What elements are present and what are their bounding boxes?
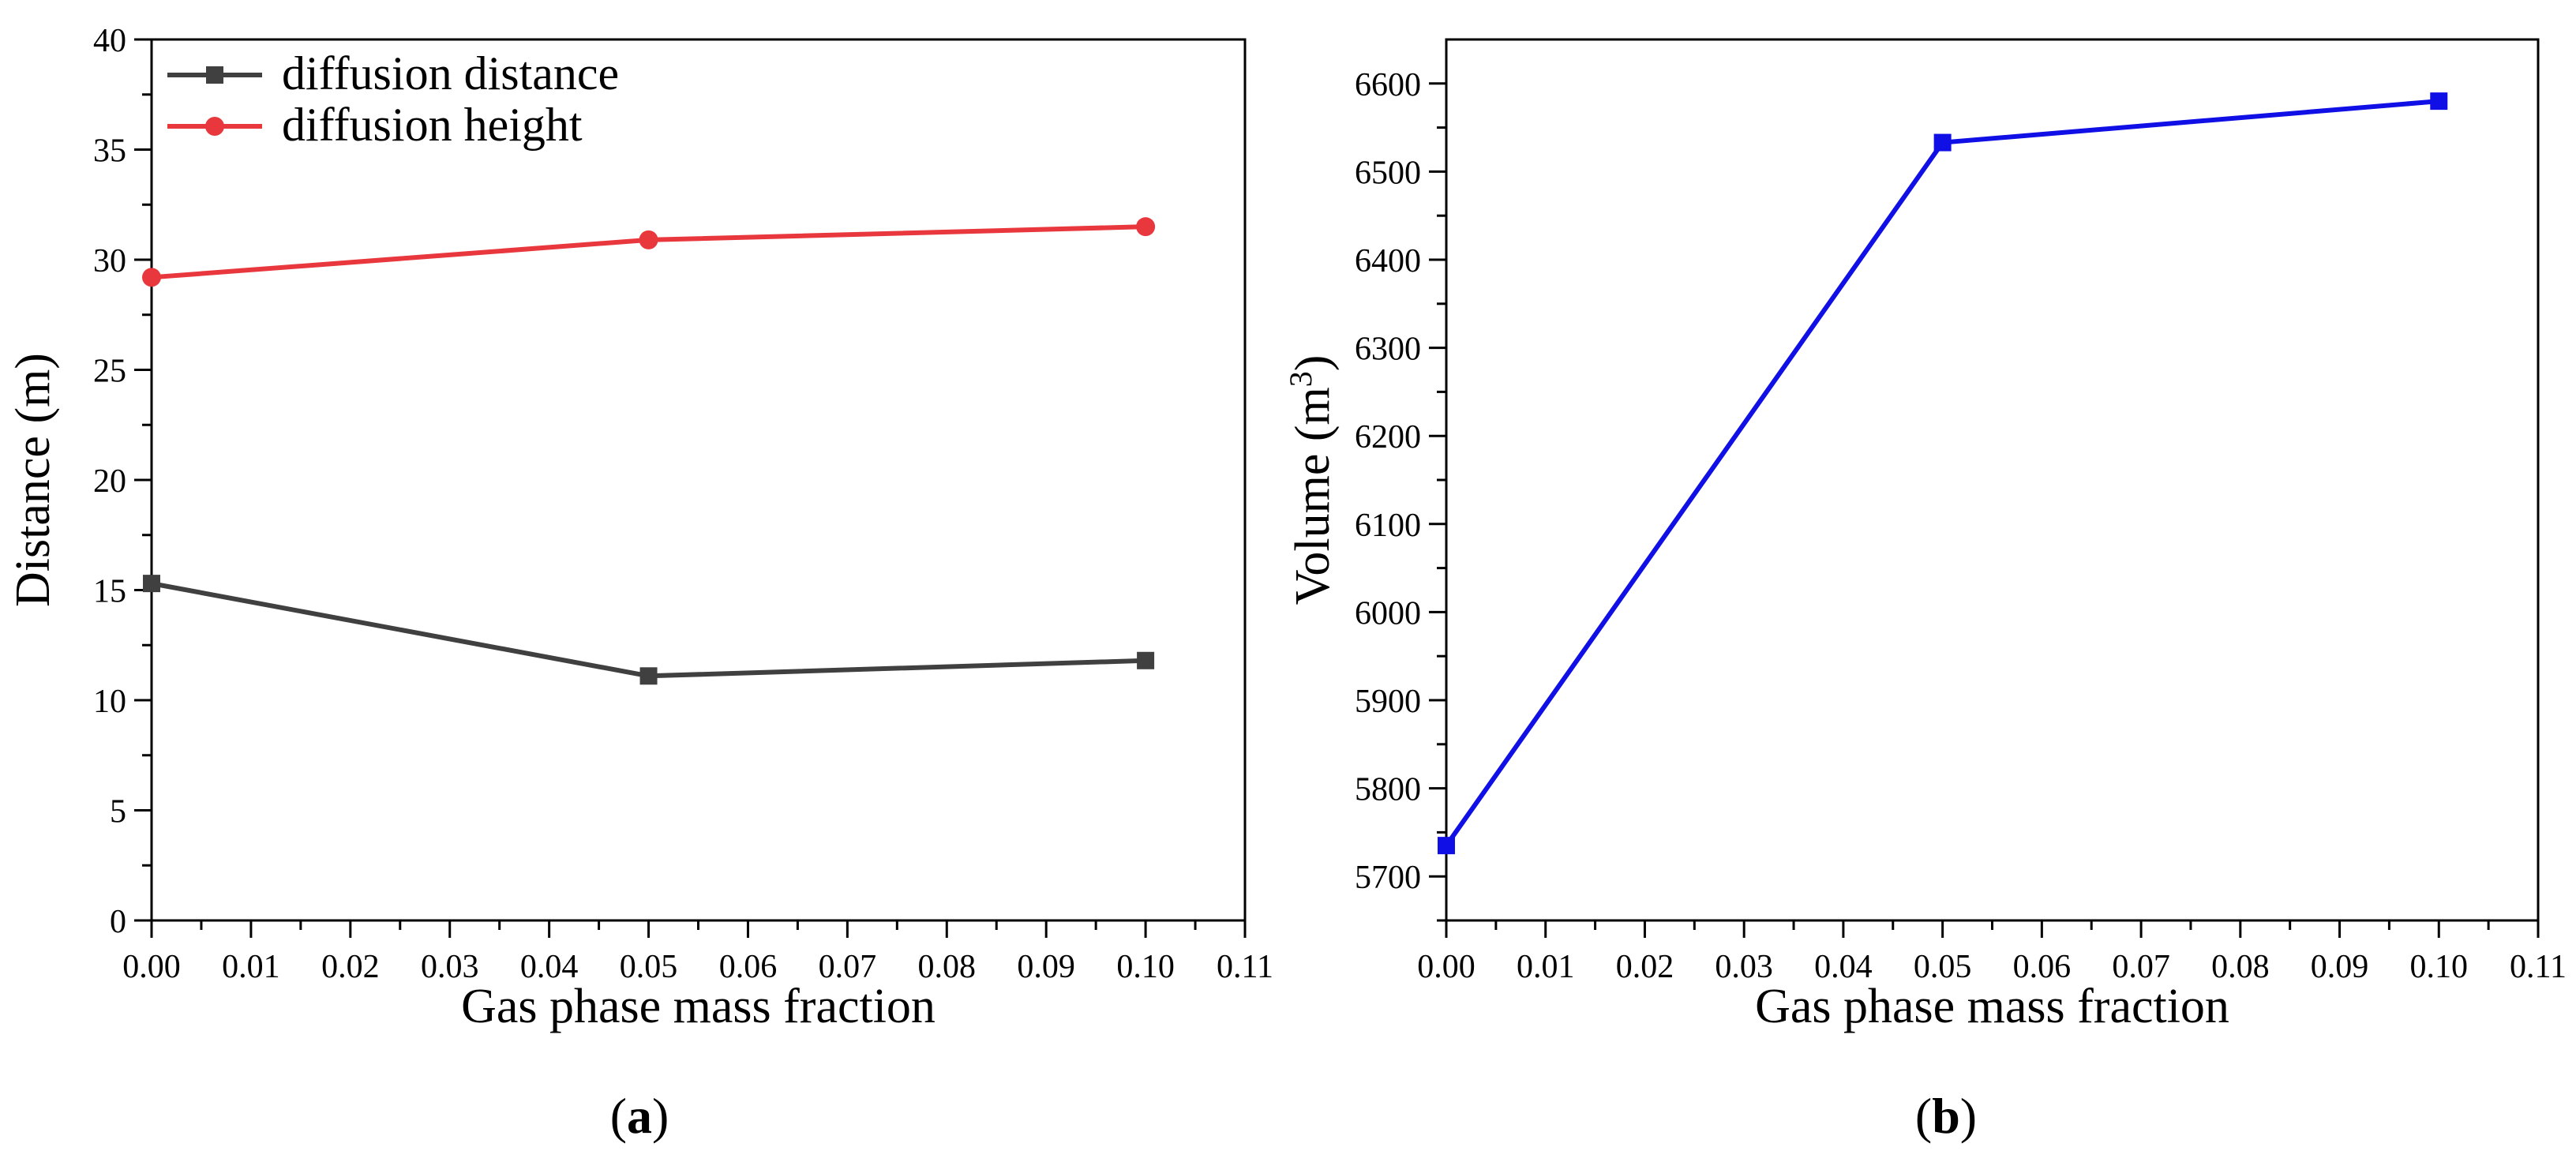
y-tick-label: 40 [93,23,126,59]
panel-a-chart: 0.00 0.01 0.02 0.03 0.04 0.05 0.06 0.07 0.08 0.09… [6,23,1273,1144]
data-point [143,575,160,593]
legend-marker [205,117,224,136]
series-line [151,581,1146,679]
x-tick-label: 0.08 [2211,949,2270,985]
x-axis-title: Gas phase mass fraction [461,980,936,1033]
panel-label-letter: b [1932,1088,1960,1144]
data-point [1438,837,1455,855]
panel-b-chart: 0.00 0.01 0.02 0.03 0.04 0.05 0.06 0.07 0.08 0.09… [1283,38,2567,1144]
y-tick-label: 35 [93,133,126,170]
x-tick-label: 0.03 [421,949,479,985]
panel-label-close: ) [1960,1088,1977,1144]
panel-label-letter: a [627,1088,652,1144]
y-tick-label: 5 [110,794,126,830]
x-tick-label: 0.00 [1417,949,1475,985]
y-tick-label: 25 [93,354,126,390]
panel-label: (a) [610,1088,669,1144]
data-point [639,667,658,685]
x-tick-label: 0.09 [2311,949,2369,985]
panel-label-close: ) [652,1088,669,1144]
data-point [2430,92,2448,111]
x-tick-label: 0.11 [1217,949,1273,985]
y-axis-title: Volume (m3) [1283,355,1340,605]
x-tick-label: 0.11 [2510,949,2567,985]
x-tick-label: 0.07 [819,949,877,985]
y-axis-title: Distance (m) [6,353,60,607]
plot-frame [150,38,1247,922]
x-tick-label: 0.02 [1616,949,1674,985]
series-line [1444,99,2439,847]
data-point [1136,217,1156,237]
y-tick-label: 6300 [1355,332,1421,368]
legend-label: diffusion height [282,99,583,151]
y-tick-label: 6600 [1355,67,1421,103]
panel-label-open: ( [610,1088,627,1144]
y-tick-label: 20 [93,463,126,500]
data-point [142,268,161,287]
x-tick-label: 0.01 [1517,949,1575,985]
data-point [639,230,658,249]
y-tick-label: 6200 [1355,419,1421,455]
y-tick-label: 30 [93,243,126,279]
x-tick-label: 0.10 [2410,949,2469,985]
x-tick-label: 0.05 [1914,949,1972,985]
x-tick-label: 0.08 [918,949,977,985]
y-tick-label: 6000 [1355,595,1421,632]
y-tick-label: 5900 [1355,684,1421,720]
data-point [1933,133,1952,152]
y-tick-label: 10 [93,684,126,720]
y-tick-label: 6400 [1355,243,1421,279]
x-axis-title: Gas phase mass fraction [1755,980,2229,1033]
x-tick-label: 0.04 [520,949,579,985]
y-axis-title-superscript: 3 [1283,371,1318,387]
y-axis-title-close: ) [1286,355,1340,372]
x-tick-label: 0.04 [1814,949,1873,985]
legend-marker [206,66,223,84]
y-tick-label: 6500 [1355,155,1421,191]
panel-label-open: ( [1915,1088,1932,1144]
plot-frame [1445,38,2540,922]
y-tick-label: 0 [110,904,126,940]
y-tick-label: 6100 [1355,508,1421,544]
y-tick-label: 5800 [1355,772,1421,808]
x-tick-label: 0.02 [321,949,380,985]
legend-label: diffusion distance [282,47,619,99]
x-tick-label: 0.10 [1116,949,1175,985]
panel-label: (b) [1915,1088,1977,1144]
data-point [1137,651,1155,669]
x-tick-label: 0.01 [222,949,280,985]
x-tick-label: 0.06 [719,949,778,985]
y-axis-title-base: Volume (m [1286,387,1340,605]
x-tick-label: 0.09 [1017,949,1075,985]
y-tick-label: 15 [93,574,126,610]
x-tick-label: 0.05 [620,949,678,985]
x-tick-label: 0.03 [1715,949,1773,985]
x-tick-label: 0.00 [122,949,181,985]
x-tick-label: 0.06 [2013,949,2072,985]
y-tick-label: 5700 [1355,860,1421,896]
x-tick-label: 0.07 [2112,949,2170,985]
